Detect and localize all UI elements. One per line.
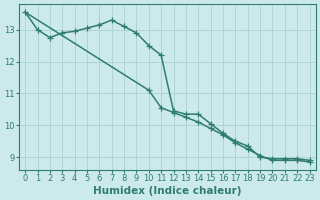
X-axis label: Humidex (Indice chaleur): Humidex (Indice chaleur): [93, 186, 242, 196]
